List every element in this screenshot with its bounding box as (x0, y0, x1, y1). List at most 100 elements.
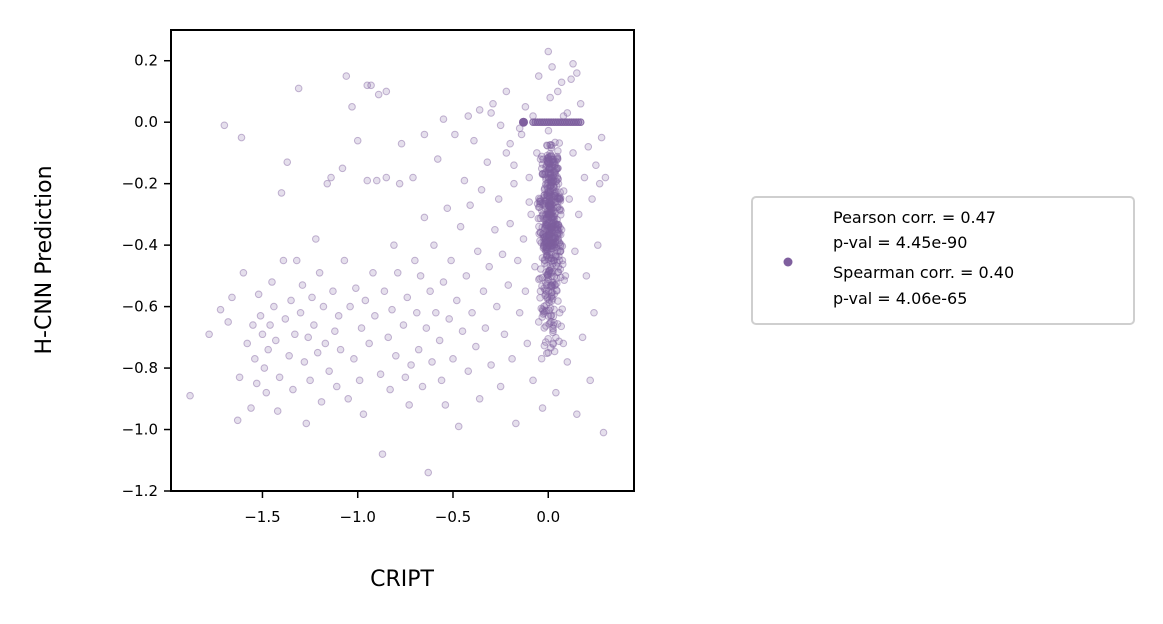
scatter-point (569, 60, 577, 68)
scatter-point (547, 200, 556, 209)
scatter-point (340, 256, 349, 265)
scatter-point (437, 376, 446, 385)
scatter-point (550, 243, 558, 252)
scatter-point (549, 222, 557, 231)
scatter-point (537, 304, 546, 313)
scatter-point (342, 72, 351, 80)
scatter-point (543, 157, 552, 166)
scatter-point (555, 239, 563, 248)
scatter-point (541, 338, 550, 346)
scatter-point (599, 428, 608, 437)
scatter-point (548, 272, 556, 281)
scatter-point (540, 256, 549, 264)
scatter-point (547, 214, 556, 222)
scatter-point (551, 169, 559, 177)
y-tick-label: 0.2 (134, 52, 158, 70)
scatter-point (548, 292, 556, 300)
scatter-point (540, 186, 549, 194)
scatter-point (549, 221, 558, 230)
scatter-point (363, 176, 372, 185)
scatter-point (547, 344, 555, 352)
scatter-point (546, 208, 555, 216)
scatter-point (553, 154, 562, 162)
scatter-point (553, 165, 561, 173)
scatter-point (541, 180, 550, 189)
scatter-point (268, 278, 276, 286)
scatter-point (540, 284, 548, 293)
scatter-point (540, 170, 548, 179)
scatter-point (329, 287, 337, 296)
scatter-point (547, 311, 556, 320)
scatter-point (551, 219, 559, 228)
scatter-point (544, 268, 553, 276)
scatter-point (544, 275, 553, 284)
scatter-point (549, 206, 558, 215)
scatter-point (553, 152, 562, 161)
scatter-point (542, 190, 551, 199)
scatter-point (549, 118, 558, 126)
scatter-point (546, 229, 555, 237)
scatter-point (558, 242, 567, 250)
scatter-point (547, 254, 556, 263)
scatter-point (494, 195, 503, 203)
scatter-point (573, 69, 581, 77)
scatter-point (549, 339, 557, 348)
scatter-point (543, 189, 552, 197)
scatter-point (539, 244, 548, 252)
scatter-point (547, 182, 555, 190)
scatter-point (543, 141, 552, 150)
scatter-point (545, 227, 554, 235)
scatter-point (543, 210, 551, 218)
scatter-point (576, 118, 585, 126)
scatter-point (549, 241, 557, 249)
scatter-point (529, 118, 537, 126)
scatter-point (403, 293, 412, 302)
scatter-point (544, 270, 553, 278)
scatter-point (535, 203, 544, 211)
scatter-point (548, 212, 556, 221)
scatter-point (539, 200, 547, 209)
scatter-point (547, 239, 556, 248)
legend-box (751, 196, 1135, 325)
scatter-point (546, 304, 555, 312)
scatter-point (553, 220, 561, 229)
scatter-point (466, 201, 474, 209)
scatter-point (547, 197, 555, 205)
scatter-point (567, 118, 576, 126)
scatter-point (546, 242, 555, 251)
scatter-point (547, 181, 556, 190)
scatter-point (548, 226, 556, 235)
scatter-point (542, 231, 551, 240)
scatter-point (538, 223, 547, 232)
scatter-point (540, 309, 549, 317)
scatter-point (546, 182, 555, 191)
scatter-point (542, 245, 551, 254)
scatter-point (556, 194, 565, 202)
y-tick-label: 0.0 (134, 113, 158, 131)
scatter-point (550, 212, 559, 221)
scatter-point (216, 305, 225, 314)
scatter-point (338, 164, 347, 173)
scatter-point (555, 228, 563, 236)
scatter-point (323, 179, 332, 188)
scatter-point (546, 282, 555, 290)
scatter-point (332, 382, 341, 391)
scatter-point (544, 201, 553, 210)
scatter-point (558, 260, 567, 269)
scatter-point (547, 178, 556, 187)
x-tick-label: −0.5 (435, 508, 471, 526)
scatter-point (462, 272, 471, 280)
scatter-point (533, 118, 542, 126)
scatter-point (531, 262, 539, 271)
scatter-point (302, 419, 311, 428)
scatter-point (549, 216, 558, 225)
scatter-point (546, 152, 554, 161)
scatter-point (262, 388, 271, 397)
scatter-point (548, 174, 556, 183)
scatter-point (545, 320, 553, 328)
scatter-point (547, 225, 555, 234)
scatter-point (546, 312, 555, 320)
scatter-point (545, 188, 554, 197)
scatter-point (325, 367, 333, 375)
scatter-point (552, 182, 561, 190)
